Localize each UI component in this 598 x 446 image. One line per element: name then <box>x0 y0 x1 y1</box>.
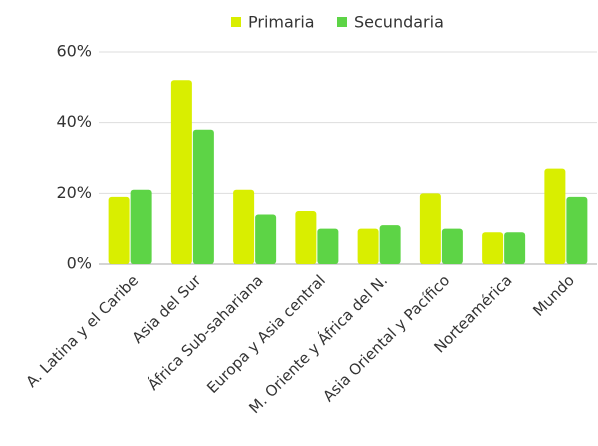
x-tick-label: Asia Oriental y Pacífico <box>319 271 453 405</box>
x-tick-label: A. Latina y el Caribe <box>23 271 143 391</box>
bar <box>504 232 526 264</box>
legend-swatch <box>231 17 241 27</box>
bar <box>192 129 214 264</box>
legend-label: Secundaria <box>354 13 444 32</box>
bar <box>108 196 130 264</box>
x-tick-label: África Sub-sahariana <box>143 271 266 394</box>
bar <box>482 232 504 264</box>
bar <box>255 214 277 264</box>
bar <box>357 228 379 264</box>
bar <box>544 168 566 264</box>
bar <box>233 189 255 264</box>
bar <box>170 80 192 265</box>
bar <box>295 211 317 264</box>
x-tick-label: Europa y Asia central <box>203 271 329 397</box>
x-tick-label: Mundo <box>529 271 578 320</box>
bar <box>441 228 463 264</box>
legend-label: Primaria <box>248 13 315 32</box>
bar <box>379 225 401 264</box>
bar <box>419 193 441 264</box>
y-tick-label: 60% <box>56 42 92 61</box>
bar <box>317 228 339 264</box>
bar <box>566 196 588 264</box>
legend-swatch <box>337 17 347 27</box>
bar <box>130 189 152 264</box>
y-tick-label: 20% <box>56 183 92 202</box>
y-tick-label: 0% <box>67 254 92 273</box>
y-tick-label: 40% <box>56 112 92 131</box>
